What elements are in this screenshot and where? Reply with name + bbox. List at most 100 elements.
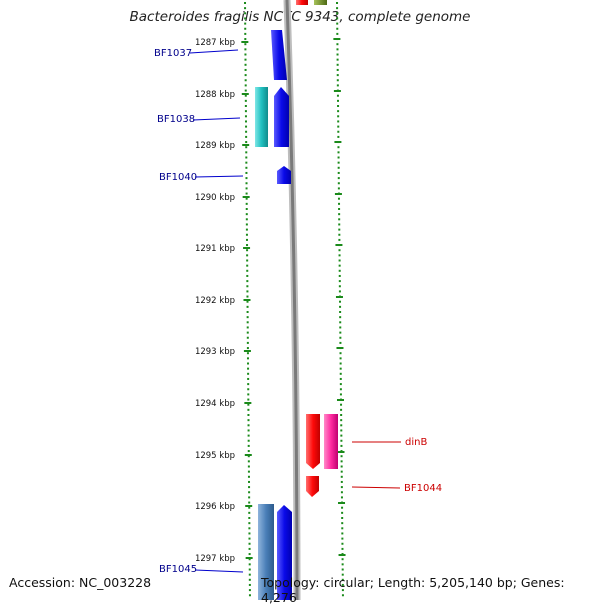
- minor-tick: [248, 553, 251, 556]
- minor-tick: [247, 439, 250, 442]
- major-tick: [337, 451, 345, 453]
- minor-tick: [340, 424, 343, 427]
- minor-tick: [341, 506, 344, 509]
- feature-bf1044[interactable]: [306, 476, 319, 497]
- minor-tick: [339, 331, 342, 334]
- minor-tick: [248, 532, 251, 535]
- minor-tick: [245, 125, 248, 128]
- minor-tick: [245, 166, 248, 169]
- minor-tick: [336, 94, 339, 97]
- major-tick: [334, 141, 342, 143]
- minor-tick: [336, 63, 339, 66]
- minor-tick: [246, 244, 249, 247]
- tick-label-1288: 1288 kbp: [195, 90, 235, 100]
- minor-tick: [248, 568, 251, 571]
- minor-tick: [248, 558, 251, 561]
- major-tick: [243, 299, 251, 301]
- minor-tick: [337, 161, 340, 164]
- feature-bf1040[interactable]: [277, 166, 291, 184]
- minor-tick: [248, 537, 251, 540]
- minor-tick: [246, 341, 249, 344]
- minor-tick: [248, 511, 251, 514]
- minor-tick: [339, 393, 342, 396]
- major-tick: [334, 193, 342, 195]
- minor-tick: [245, 223, 248, 226]
- minor-tick: [248, 578, 251, 581]
- minor-tick: [245, 187, 248, 190]
- minor-tick: [246, 295, 249, 298]
- minor-tick: [340, 480, 343, 483]
- feature-top-olive: [314, 0, 327, 5]
- minor-tick: [341, 563, 344, 566]
- minor-tick: [244, 79, 247, 82]
- minor-tick: [246, 249, 249, 252]
- minor-tick: [336, 17, 339, 20]
- major-tick: [333, 90, 341, 92]
- feature-bf1045-steelblue[interactable]: [258, 504, 274, 600]
- minor-tick: [244, 68, 247, 71]
- feature-bf1038-cyan[interactable]: [255, 87, 268, 147]
- minor-tick: [247, 362, 250, 365]
- minor-tick: [246, 285, 249, 288]
- major-tick: [241, 41, 249, 43]
- minor-tick: [341, 527, 344, 530]
- minor-tick: [244, 105, 247, 107]
- minor-tick: [336, 2, 339, 4]
- minor-tick: [248, 527, 251, 530]
- minor-tick: [247, 377, 250, 380]
- minor-tick: [248, 547, 251, 550]
- minor-tick: [340, 465, 343, 468]
- minor-tick: [337, 151, 340, 154]
- minor-tick: [337, 115, 340, 118]
- minor-tick: [248, 594, 251, 597]
- feature-bf1037[interactable]: [271, 30, 287, 80]
- minor-tick: [336, 48, 339, 51]
- minor-tick: [341, 589, 344, 592]
- minor-tick: [339, 321, 342, 324]
- minor-tick: [245, 120, 248, 123]
- minor-tick: [338, 285, 341, 288]
- minor-tick: [247, 470, 250, 473]
- minor-tick: [244, 32, 247, 35]
- minor-tick: [336, 79, 339, 82]
- minor-tick: [248, 589, 251, 592]
- minor-tick: [246, 290, 249, 293]
- label-bf1038: BF1038: [157, 114, 195, 125]
- major-tick: [242, 144, 250, 146]
- minor-tick: [245, 182, 248, 185]
- feature-bf1038[interactable]: [274, 87, 289, 147]
- minor-tick: [244, 89, 247, 92]
- genome-backbone-core: [285, 0, 299, 600]
- feature-dinb-magenta[interactable]: [324, 414, 338, 469]
- minor-tick: [247, 414, 250, 416]
- minor-tick: [245, 135, 248, 138]
- minor-tick: [248, 542, 251, 545]
- minor-tick: [247, 398, 250, 401]
- minor-tick: [337, 177, 340, 180]
- minor-tick: [340, 439, 343, 442]
- minor-tick: [248, 583, 251, 586]
- minor-tick: [336, 99, 339, 102]
- minor-tick: [246, 352, 249, 355]
- minor-tick: [247, 388, 250, 391]
- minor-tick: [340, 414, 343, 416]
- minor-tick: [338, 208, 341, 210]
- minor-tick: [244, 74, 247, 77]
- minor-tick: [246, 311, 249, 313]
- minor-tick: [338, 264, 341, 267]
- tick-label-1293: 1293 kbp: [195, 347, 235, 357]
- label-bf1044: BF1044: [404, 483, 442, 494]
- feature-dinb[interactable]: [306, 414, 320, 469]
- feature-bf1045[interactable]: [277, 505, 292, 600]
- minor-tick: [338, 259, 341, 262]
- minor-tick: [247, 465, 250, 468]
- minor-tick: [337, 156, 340, 159]
- minor-tick: [246, 347, 249, 350]
- minor-tick: [247, 383, 250, 386]
- minor-tick: [339, 352, 342, 355]
- minor-tick: [341, 522, 344, 525]
- minor-tick: [247, 455, 250, 458]
- minor-tick: [245, 171, 248, 174]
- minor-tick: [341, 537, 344, 540]
- minor-tick: [339, 388, 342, 391]
